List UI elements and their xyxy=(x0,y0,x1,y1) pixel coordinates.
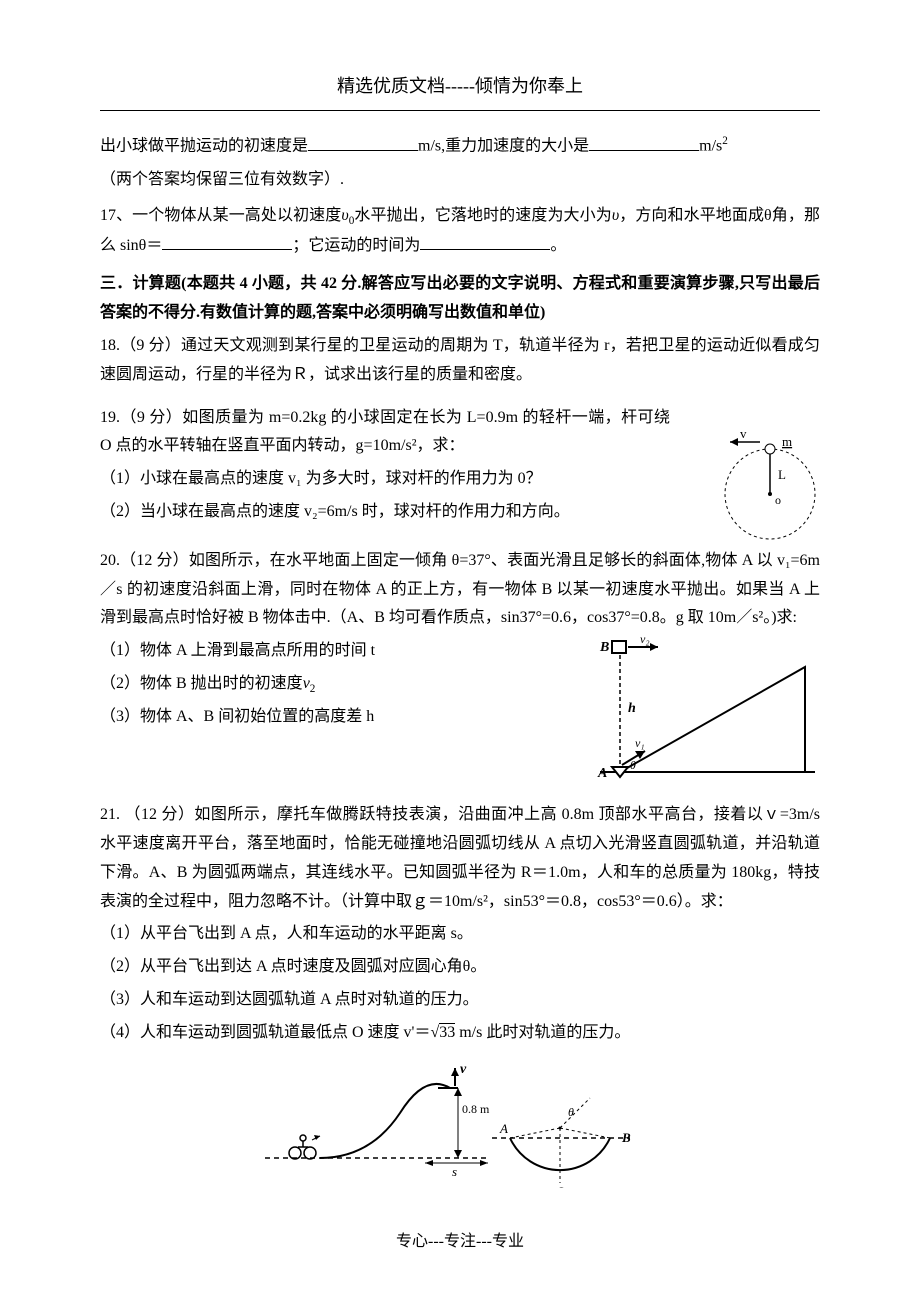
q21-sub3: （3）人和车运动到达圆弧轨道 A 点时对轨道的压力。 xyxy=(100,986,820,1015)
text-frag: （2）物体 B 抛出时的初速度 xyxy=(100,675,303,692)
q18: 18.（9 分）通过天文观测到某行星的卫星运动的周期为 T，轨道半径为 r，若把… xyxy=(100,332,820,390)
q20-line1: 20.（12 分）如图所示，在水平地面上固定一倾角 θ=37°、表面光滑且足够长… xyxy=(100,547,820,633)
section-3-title: 三．计算题(本题共 4 小题，共 42 分.解答应写出必要的文字说明、方程式和重… xyxy=(100,270,820,328)
svg-text:θ: θ xyxy=(630,758,636,772)
q20-block: 20.（12 分）如图所示，在水平地面上固定一倾角 θ=37°、表面光滑且足够长… xyxy=(100,547,820,787)
sqrt-expr: √33 xyxy=(430,1023,455,1041)
subscript: 2 xyxy=(310,683,316,695)
text-frag: 17、一个物体从某一高处以初速度 xyxy=(100,207,341,224)
page-header-title: 精选优质文档-----倾情为你奉上 xyxy=(100,70,820,102)
page-footer: 专心---专注---专业 xyxy=(100,1228,820,1257)
svg-text:A: A xyxy=(499,1121,508,1136)
superscript: 2 xyxy=(722,135,728,147)
q19-block: 19.（9 分）如图质量为 m=0.2kg 的小球固定在长为 L=0.9m 的轻… xyxy=(100,404,820,527)
svg-text:h: h xyxy=(628,701,636,716)
text-frag: m/s,重力加速度的大小是 xyxy=(418,138,589,155)
text-frag: m/s 此时对轨道的压力。 xyxy=(459,1024,630,1041)
blank-fill xyxy=(162,234,292,250)
svg-text:v₂: v₂ xyxy=(640,637,650,646)
svg-text:B: B xyxy=(621,1130,631,1145)
svg-text:L: L xyxy=(778,467,786,482)
text-frag: 水平抛出，它落地时的速度为大小为 xyxy=(354,207,612,224)
svg-text:o: o xyxy=(775,493,781,507)
q21-sub4: （4）人和车运动到圆弧轨道最低点 O 速度 v'＝√33 m/s 此时对轨道的压… xyxy=(100,1019,820,1048)
var-v0: υ xyxy=(341,207,348,224)
svg-text:θ: θ xyxy=(568,1105,574,1119)
q19-diagram: v m L o xyxy=(700,424,840,544)
blank-fill xyxy=(589,135,699,151)
text-frag: ；它运动的时间为 xyxy=(292,237,420,254)
q21-diagram: v 0.8 m s A θ B O xyxy=(260,1058,660,1188)
blank-fill xyxy=(420,234,550,250)
svg-text:B: B xyxy=(599,640,609,655)
var-v2: v xyxy=(303,675,310,692)
q21-line1: 21. （12 分）如图所示，摩托车做腾跃特技表演，沿曲面冲上高 0.8m 顶部… xyxy=(100,801,820,916)
q21-sub1: （1）从平台飞出到 A 点，人和车运动的水平距离 s。 xyxy=(100,920,820,949)
svg-text:s: s xyxy=(452,1164,457,1179)
q20-diagram: B v₂ h v₁ A θ xyxy=(580,637,820,787)
q21-block: 21. （12 分）如图所示，摩托车做腾跃特技表演，沿曲面冲上高 0.8m 顶部… xyxy=(100,801,820,1187)
continuation-line-1: 出小球做平抛运动的初速度是 m/s,重力加速度的大小是 m/s2 xyxy=(100,131,820,161)
svg-text:O: O xyxy=(556,1184,566,1188)
svg-text:v₁: v₁ xyxy=(635,736,645,750)
text-frag: m/s xyxy=(699,138,722,155)
text-frag: 。 xyxy=(550,237,566,254)
header-divider xyxy=(100,110,820,111)
svg-text:m: m xyxy=(782,434,792,449)
q21-sub2: （2）从平台飞出到达 A 点时速度及圆弧对应圆心角θ。 xyxy=(100,953,820,982)
svg-text:0.8 m: 0.8 m xyxy=(462,1102,490,1116)
text-frag: （4）人和车运动到圆弧轨道最低点 O 速度 v'＝ xyxy=(100,1024,430,1041)
text-frag: 出小球做平抛运动的初速度是 xyxy=(100,138,308,155)
svg-text:A: A xyxy=(597,766,607,781)
svg-text:v: v xyxy=(460,1062,467,1077)
blank-fill xyxy=(308,135,418,151)
continuation-line-2: （两个答案均保留三位有效数字）. xyxy=(100,166,820,195)
svg-text:v: v xyxy=(740,426,747,441)
q17: 17、一个物体从某一高处以初速度υ0水平抛出，它落地时的速度为大小为υ，方向和水… xyxy=(100,202,820,260)
